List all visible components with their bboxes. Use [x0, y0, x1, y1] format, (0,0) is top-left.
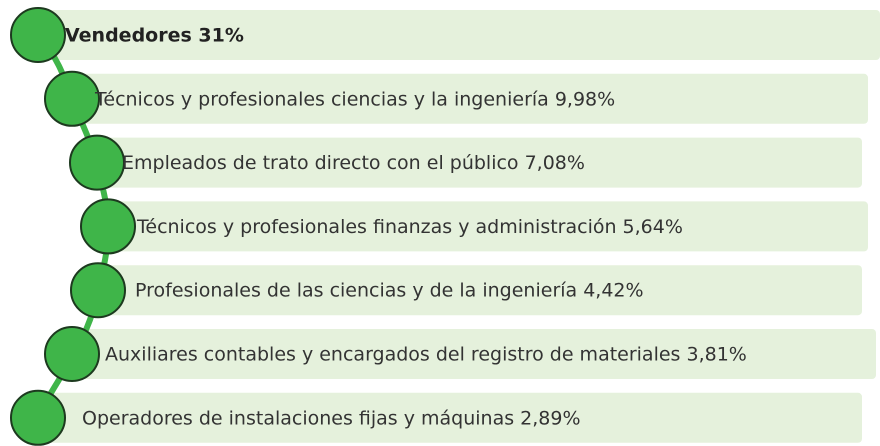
item-bar	[108, 201, 868, 252]
bars	[38, 10, 880, 443]
item-label: Profesionales de las ciencias y de la in…	[135, 280, 644, 302]
item-label: Auxiliares contables y encargados del re…	[105, 344, 747, 366]
item-circle	[44, 326, 100, 382]
item-label: Vendedores 31%	[65, 25, 244, 47]
item-bar	[97, 137, 862, 188]
item-bar	[38, 10, 880, 60]
item-circle	[44, 70, 100, 127]
item-bar	[98, 265, 862, 316]
item-bar	[38, 392, 862, 443]
item-bar	[72, 329, 876, 379]
item-circle	[80, 198, 136, 255]
item-circle	[10, 389, 66, 446]
item-circle	[10, 7, 66, 63]
item-circle	[70, 262, 126, 319]
item-label: Técnicos y profesionales ciencias y la i…	[94, 88, 615, 110]
item-bar	[72, 73, 868, 124]
labels: Vendedores 31% Técnicos y profesionales c…	[65, 25, 747, 430]
item-circle	[69, 134, 125, 191]
item-label: Técnicos y profesionales finanzas y admi…	[136, 216, 683, 238]
circles	[10, 7, 136, 446]
item-label: Operadores de instalaciones fijas y máqu…	[82, 407, 581, 429]
item-label: Empleados de trato directo con el públic…	[122, 152, 585, 174]
